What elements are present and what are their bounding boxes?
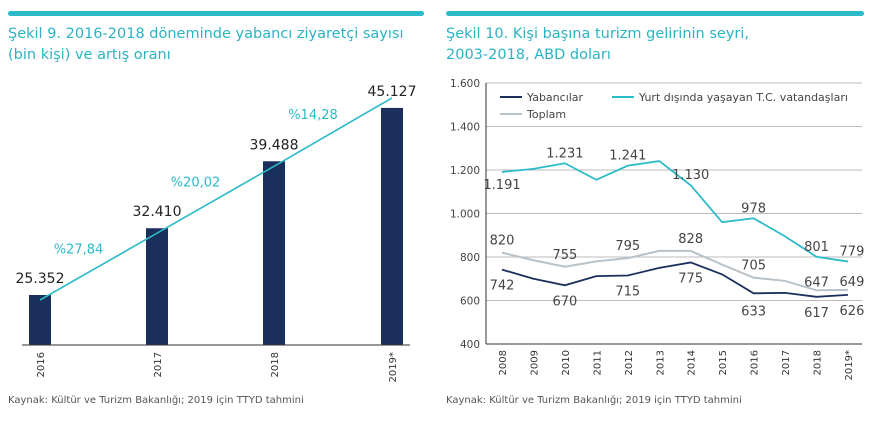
data-label: 820 (490, 234, 515, 249)
data-label: 1.241 (609, 149, 646, 164)
legend-label: Yabancılar (526, 91, 584, 104)
data-label: 670 (552, 294, 577, 309)
y-tick-label: 1.600 (450, 78, 480, 90)
bar (29, 294, 51, 345)
x-tick-label: 2018 (813, 350, 824, 375)
data-label: 978 (741, 201, 766, 216)
data-label: 626 (840, 304, 865, 319)
y-tick-label: 1.200 (450, 165, 480, 177)
bar (381, 107, 403, 345)
y-tick-label: 1.000 (450, 209, 480, 221)
data-label: 647 (804, 275, 829, 290)
y-tick-label: 600 (460, 296, 480, 308)
data-label: 801 (804, 240, 829, 255)
x-tick-label: 2014 (687, 350, 698, 375)
x-tick-label: 2009 (529, 350, 540, 375)
x-tick-label: 2015 (718, 350, 729, 375)
series-line-0 (501, 261, 849, 298)
right-top-rule (446, 11, 864, 16)
y-tick-label: 400 (460, 339, 480, 351)
x-tick-label: 2016 (36, 352, 47, 377)
data-label: 715 (615, 284, 640, 299)
bar-value-label: 32.410 (133, 204, 182, 220)
data-label: 1.231 (546, 146, 583, 161)
data-label: 633 (741, 304, 766, 319)
data-label: 828 (678, 232, 703, 247)
x-tick-label: 2012 (624, 350, 635, 375)
bar-value-label: 25.352 (16, 271, 65, 287)
x-tick-label: 2016 (750, 350, 761, 375)
left-top-rule (8, 11, 424, 16)
data-label: 755 (552, 248, 577, 263)
data-label: 1.191 (483, 178, 520, 193)
x-tick-label: 2017 (153, 352, 164, 377)
data-label: 649 (840, 275, 865, 290)
growth-label: %27,84 (54, 243, 104, 258)
x-tick-label: 2013 (655, 350, 666, 375)
left-chart-title: Şekil 9. 2016-2018 döneminde yabancı ziy… (8, 26, 404, 63)
x-tick-label: 2011 (592, 350, 603, 375)
growth-label: %20,02 (171, 176, 221, 191)
data-label: 779 (840, 245, 865, 260)
series-line-2 (501, 249, 848, 292)
legend-label: Yurt dışında yaşayan T.C. vatandaşları (638, 91, 848, 104)
x-tick-label: 2019* (844, 350, 855, 380)
y-tick-label: 800 (460, 252, 480, 264)
right-source: Kaynak: Kültür ve Turizm Bakanlığı; 2019… (446, 395, 742, 406)
x-tick-label: 2010 (561, 350, 572, 375)
x-tick-label: 2019* (388, 352, 399, 382)
right-chart-title: Şekil 10. Kişi başına turizm gelirinin s… (446, 26, 749, 63)
x-tick-label: 2008 (498, 350, 509, 375)
bar-value-label: 39.488 (250, 137, 299, 153)
series-line-1 (501, 160, 849, 263)
data-label: 775 (678, 271, 703, 286)
x-tick-label: 2017 (781, 350, 792, 375)
growth-line (39, 97, 393, 301)
y-tick-label: 1.400 (450, 122, 480, 134)
data-label: 617 (804, 306, 829, 321)
left-source: Kaynak: Kültür ve Turizm Bakanlığı; 2019… (8, 395, 304, 406)
data-label: 795 (615, 239, 640, 254)
x-tick-label: 2018 (270, 352, 281, 377)
bar (263, 161, 285, 345)
growth-label: %14,28 (288, 108, 338, 123)
data-label: 742 (490, 279, 515, 294)
data-label: 705 (741, 259, 766, 274)
bar (146, 228, 168, 345)
bar-value-label: 45.127 (368, 84, 417, 100)
legend-label: Toplam (526, 108, 566, 121)
data-label: 1.130 (672, 168, 709, 183)
